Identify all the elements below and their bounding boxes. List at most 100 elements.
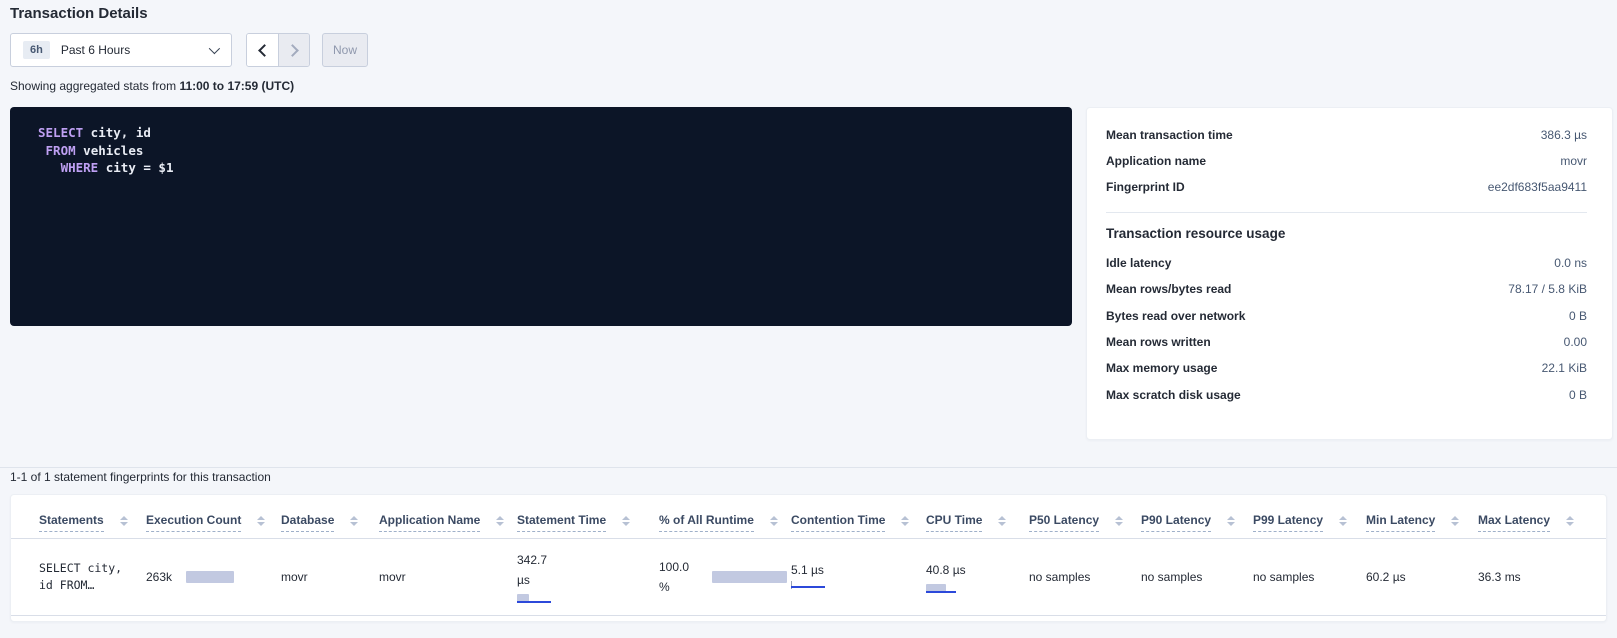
cpu-time-bar-chart: [926, 584, 966, 594]
now-button[interactable]: Now: [322, 33, 368, 67]
summary-label: Mean transaction time: [1106, 128, 1233, 142]
column-header-p99-latency[interactable]: P99 Latency: [1253, 495, 1366, 539]
statements-table-card: Statements Execution Count Database Appl…: [10, 494, 1607, 622]
cell-application-name: movr: [379, 538, 517, 616]
sort-arrows-icon: [1227, 515, 1236, 526]
summary-label: Bytes read over network: [1106, 308, 1246, 323]
summary-value: 0.00: [1563, 335, 1587, 350]
summary-row-mean-transaction-time: Mean transaction time 386.3 µs: [1106, 122, 1587, 148]
cell-max-latency: 36.3 ms: [1478, 538, 1606, 616]
summary-label: Mean rows/bytes read: [1106, 282, 1232, 297]
summary-label: Max memory usage: [1106, 361, 1218, 376]
summary-row-max-memory-usage: Max memory usage 22.1 KiB: [1106, 355, 1587, 381]
sort-arrows-icon: [257, 515, 266, 526]
summary-row-idle-latency: Idle latency 0.0 ns: [1106, 250, 1587, 276]
chevron-right-icon: [285, 43, 299, 57]
column-header-cpu-time[interactable]: CPU Time: [926, 495, 1029, 539]
column-header-statements[interactable]: Statements: [11, 495, 146, 539]
chevron-down-icon: [208, 42, 221, 55]
sql-line: WHERE city = $1: [60, 160, 174, 175]
cell-min-latency: 60.2 µs: [1366, 538, 1478, 616]
summary-row-fingerprint-id: Fingerprint ID ee2df683f5aa9411: [1106, 174, 1587, 200]
caption-prefix: Showing aggregated stats from: [10, 79, 180, 93]
statement-time-value: 342.7 µs: [517, 553, 548, 587]
sql-line: FROM vehicles: [45, 142, 144, 158]
time-range-badge: 6h: [23, 41, 50, 59]
summary-label: Max scratch disk usage: [1106, 387, 1241, 402]
sort-arrows-icon: [350, 515, 359, 526]
statements-table: Statements Execution Count Database Appl…: [11, 495, 1606, 616]
column-header-application-name[interactable]: Application Name: [379, 495, 517, 539]
sort-arrows-icon: [119, 515, 128, 526]
cell-pct-of-all-runtime: 100.0 %: [659, 538, 791, 616]
summary-value: ee2df683f5aa9411: [1487, 180, 1587, 194]
resource-usage-rows: Idle latency 0.0 ns Mean rows/bytes read…: [1106, 250, 1587, 408]
sort-arrows-icon: [769, 515, 778, 526]
summary-row-mean-rows-bytes-read: Mean rows/bytes read 78.17 / 5.8 KiB: [1106, 276, 1587, 302]
statement-time-bar-chart: [517, 594, 557, 604]
contention-time-bar-chart: [791, 581, 831, 591]
page-title: Transaction Details: [10, 5, 148, 22]
resource-usage-heading: Transaction resource usage: [1106, 226, 1286, 241]
time-nav-buttons: [246, 33, 310, 67]
cell-statement-fingerprint[interactable]: SELECT city, id FROM…: [11, 538, 146, 616]
table-row: SELECT city, id FROM… 263k movr movr 342…: [11, 538, 1606, 616]
summary-divider: [1106, 212, 1587, 213]
statement-fingerprint-text: SELECT city, id FROM…: [39, 561, 123, 592]
time-range-label: Past 6 Hours: [60, 43, 131, 57]
sql-keyword: WHERE: [60, 160, 99, 175]
sort-arrows-icon: [901, 515, 910, 526]
cpu-time-line: [926, 591, 956, 593]
transaction-summary-panel: Mean transaction time 386.3 µs Applicati…: [1086, 107, 1613, 440]
execution-count-value: 263k: [146, 570, 173, 584]
next-range-button[interactable]: [278, 34, 309, 66]
statement-time-line: [517, 601, 551, 603]
contention-time-tick: [791, 581, 792, 589]
contention-time-value: 5.1 µs: [791, 563, 824, 577]
cell-contention-time: 5.1 µs: [791, 538, 926, 616]
summary-value: 0 B: [1568, 387, 1587, 402]
column-header-min-latency[interactable]: Min Latency: [1366, 495, 1478, 539]
sort-arrows-icon: [1451, 515, 1460, 526]
contention-time-line: [791, 586, 825, 588]
column-header-database[interactable]: Database: [281, 495, 379, 539]
summary-row-bytes-read-over-network: Bytes read over network 0 B: [1106, 303, 1587, 329]
statement-time-bar: [517, 594, 529, 602]
cell-database: movr: [281, 538, 379, 616]
column-header-pct-of-all-runtime[interactable]: % of All Runtime: [659, 495, 791, 539]
summary-value: 386.3 µs: [1540, 128, 1587, 142]
summary-value: movr: [1560, 154, 1587, 168]
column-header-contention-time[interactable]: Contention Time: [791, 495, 926, 539]
previous-range-button[interactable]: [247, 34, 278, 66]
summary-label: Fingerprint ID: [1106, 180, 1185, 194]
statements-count-caption: 1-1 of 1 statement fingerprints for this…: [10, 470, 271, 484]
sort-arrows-icon: [496, 515, 505, 526]
summary-label: Mean rows written: [1106, 335, 1211, 350]
time-range-dropdown[interactable]: 6h Past 6 Hours: [10, 33, 232, 67]
pct-runtime-value: 100.0 %: [659, 560, 690, 594]
summary-row-application-name: Application name movr: [1106, 148, 1587, 174]
sql-line: SELECT city, id: [38, 125, 151, 140]
caption-range: 11:00 to 17:59 (UTC): [179, 79, 295, 93]
column-header-p50-latency[interactable]: P50 Latency: [1029, 495, 1141, 539]
column-header-statement-time[interactable]: Statement Time: [517, 495, 659, 539]
column-header-p90-latency[interactable]: P90 Latency: [1141, 495, 1253, 539]
column-header-max-latency[interactable]: Max Latency: [1478, 495, 1606, 539]
cell-p99-latency: no samples: [1253, 538, 1366, 616]
cell-statement-time: 342.7 µs: [517, 538, 659, 616]
summary-row-max-scratch-disk-usage: Max scratch disk usage 0 B: [1106, 381, 1587, 407]
sort-arrows-icon: [1115, 515, 1124, 526]
cpu-time-value: 40.8 µs: [926, 563, 966, 577]
sql-statement-box: SELECT city, id FROM vehicles WHERE city…: [10, 107, 1072, 326]
table-header-row: Statements Execution Count Database Appl…: [11, 495, 1606, 539]
sort-arrows-icon: [998, 515, 1007, 526]
execution-count-bar: [186, 571, 235, 583]
column-header-execution-count[interactable]: Execution Count: [146, 495, 281, 539]
summary-value: 0 B: [1568, 308, 1587, 323]
section-divider: [0, 467, 1617, 468]
sort-arrows-icon: [622, 515, 631, 526]
summary-value: 0.0 ns: [1554, 256, 1587, 271]
aggregated-stats-caption: Showing aggregated stats from 11:00 to 1…: [10, 79, 294, 93]
sql-keyword: SELECT: [38, 125, 84, 140]
